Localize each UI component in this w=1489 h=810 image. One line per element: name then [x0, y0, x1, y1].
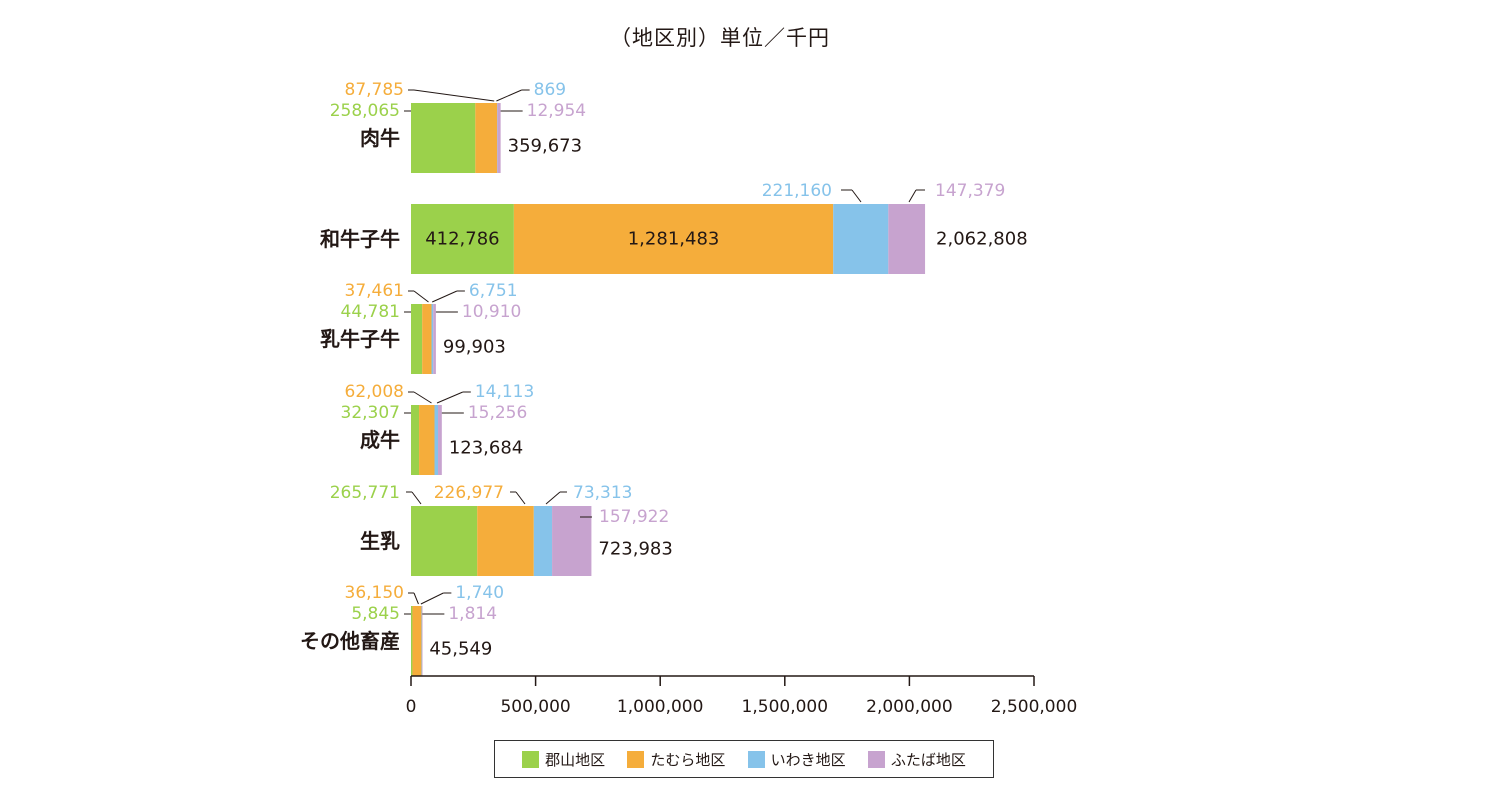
- x-tick-label: 500,000: [500, 697, 570, 717]
- leader-line: [431, 290, 458, 303]
- data-label: 87,785: [345, 80, 404, 100]
- leader-line: [545, 491, 561, 505]
- data-label: 62,008: [345, 382, 404, 402]
- total-label: 2,062,808: [936, 229, 1028, 250]
- bar-segment-1: [411, 506, 478, 576]
- bar-segment-2: [513, 204, 834, 274]
- total-label: 45,549: [429, 639, 492, 660]
- data-label: 147,379: [935, 181, 1005, 201]
- data-label: 1,281,483: [628, 229, 720, 250]
- leader-line: [515, 491, 526, 505]
- legend-swatch: [627, 750, 645, 768]
- legend-label: いわき地区: [770, 750, 846, 769]
- category-label: 成牛: [360, 428, 400, 452]
- chart-title: （地区別）単位／千円: [610, 26, 830, 50]
- bar-segment-2: [419, 405, 435, 475]
- leader-line: [413, 592, 419, 605]
- bar-segment-2: [422, 304, 432, 374]
- legend-item: ふたば地区: [867, 749, 966, 770]
- bar-segment-3: [431, 304, 434, 374]
- legend-swatch: [522, 750, 540, 768]
- legend-label: 郡山地区: [545, 750, 606, 769]
- legend-item: たむら地区: [627, 749, 725, 770]
- bar-segment-3: [533, 506, 553, 576]
- data-label: 15,256: [468, 403, 527, 423]
- data-label: 265,771: [330, 483, 400, 503]
- data-label: 258,065: [330, 101, 400, 121]
- data-label: 32,307: [341, 403, 400, 423]
- leader-line: [413, 290, 429, 303]
- category-label: 和牛子牛: [320, 227, 400, 251]
- category-label: 乳牛子牛: [320, 327, 400, 351]
- bar-segment-4: [433, 304, 436, 374]
- leader-line: [851, 189, 862, 203]
- leader-line: [908, 189, 917, 203]
- data-label: 226,977: [434, 483, 504, 503]
- bar-segment-2: [475, 103, 498, 173]
- x-tick-label: 2,500,000: [991, 697, 1078, 717]
- data-label: 10,910: [462, 302, 521, 322]
- leader-line: [411, 491, 422, 505]
- total-label: 723,983: [598, 539, 672, 560]
- x-tick-label: 1,500,000: [742, 697, 829, 717]
- bar-segment-4: [497, 103, 501, 173]
- data-label: 73,313: [573, 483, 632, 503]
- data-label: 12,954: [527, 101, 586, 121]
- bar-segment-4: [421, 606, 423, 676]
- leader-line: [436, 391, 464, 404]
- bar-segment-4: [552, 506, 592, 576]
- x-tick-label: 0: [406, 697, 417, 717]
- category-label: 肉牛: [360, 126, 400, 150]
- bar-segment-1: [411, 204, 514, 274]
- x-tick-label: 2,000,000: [866, 697, 953, 717]
- bar-segment-1: [411, 405, 420, 475]
- bar-segment-4: [888, 204, 926, 274]
- data-label: 44,781: [341, 302, 400, 322]
- leader-line: [413, 89, 495, 102]
- bar-segment-3: [434, 405, 439, 475]
- bar-segment-2: [477, 506, 534, 576]
- x-tick-label: 1,000,000: [617, 697, 704, 717]
- total-label: 359,673: [508, 136, 582, 157]
- data-label: 869: [534, 80, 566, 100]
- bar-segment-3: [421, 606, 423, 676]
- bar-segment-1: [411, 103, 476, 173]
- data-label: 412,786: [425, 229, 499, 250]
- leader-line: [413, 391, 432, 404]
- category-label: 生乳: [360, 529, 400, 553]
- legend-swatch: [747, 750, 765, 768]
- bar-segment-3: [833, 204, 889, 274]
- data-label: 6,751: [469, 281, 518, 301]
- bar-segment-4: [438, 405, 442, 475]
- legend-swatch: [867, 750, 885, 768]
- legend-label: たむら地区: [650, 750, 726, 769]
- total-label: 99,903: [443, 337, 506, 358]
- data-label: 37,461: [345, 281, 404, 301]
- bar-segment-1: [411, 304, 423, 374]
- data-label: 221,160: [762, 181, 832, 201]
- bar-segment-1: [411, 606, 413, 676]
- legend-item: いわき地区: [747, 749, 846, 770]
- legend-item: 郡山地区: [522, 749, 605, 770]
- total-label: 123,684: [449, 438, 523, 459]
- category-label: その他畜産: [300, 629, 400, 653]
- bar-segment-2: [412, 606, 422, 676]
- data-label: 5,845: [351, 604, 400, 624]
- leader-line: [420, 592, 444, 605]
- legend-label: ふたば地区: [890, 750, 966, 769]
- data-label: 36,150: [345, 583, 404, 603]
- data-label: 1,740: [455, 583, 504, 603]
- data-label: 14,113: [475, 382, 534, 402]
- data-label: 1,814: [448, 604, 497, 624]
- legend: 郡山地区 たむら地区 いわき地区 ふたば地区: [494, 740, 994, 778]
- leader-line: [496, 89, 522, 102]
- data-label: 157,922: [599, 507, 669, 527]
